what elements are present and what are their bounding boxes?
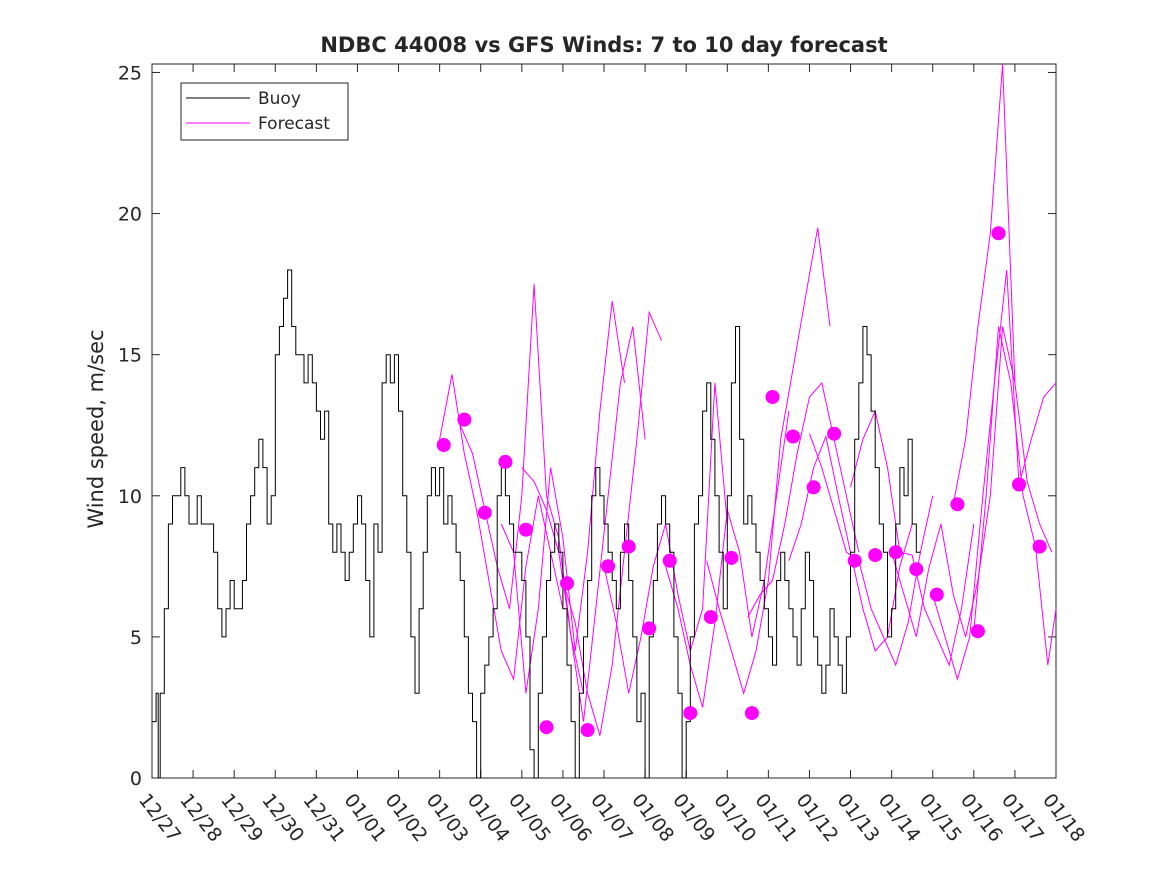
- x-tick-label: 01/11: [750, 790, 801, 847]
- y-tick-label: 0: [130, 768, 142, 790]
- forecast-series-line: [850, 409, 975, 667]
- legend-forecast-label: Forecast: [258, 114, 330, 134]
- x-tick-label: 01/02: [381, 790, 432, 847]
- y-tick-label: 5: [130, 627, 142, 649]
- forecast-marker: [477, 505, 492, 520]
- forecast-marker: [1032, 539, 1047, 554]
- x-tick-label: 12/30: [257, 790, 308, 847]
- forecast-marker: [929, 587, 944, 602]
- forecast-marker: [560, 576, 574, 591]
- x-tick-label: 01/15: [915, 790, 966, 847]
- x-tick-label: 12/29: [216, 790, 267, 847]
- forecast-marker: [786, 429, 800, 444]
- forecast-marker: [765, 390, 780, 404]
- legend-box: [180, 82, 349, 141]
- forecast-marker: [909, 562, 924, 577]
- forecast-series-line: [521, 326, 646, 722]
- x-tick-label: 01/18: [1038, 790, 1089, 847]
- y-tick-label: 15: [118, 345, 142, 367]
- legend-buoy-label: Buoy: [258, 89, 301, 109]
- forecast-series-line: [459, 284, 584, 694]
- y-axis-label: Wind speed, m/sec: [84, 329, 108, 528]
- forecast-marker: [642, 621, 657, 636]
- forecast-series-line: [973, 326, 1057, 666]
- plot-area: 0 5 10 15 20 25 12/2712/2812/2912/3012/3101/01…: [118, 62, 1089, 846]
- forecast-marker: [457, 412, 472, 427]
- legend: Buoy Forecast: [180, 82, 349, 141]
- forecast-marker: [724, 550, 739, 565]
- x-tick-label: 01/12: [792, 790, 843, 847]
- x-tick-label: 01/04: [463, 790, 514, 847]
- forecast-series-line: [932, 269, 1057, 681]
- forecast-marker: [601, 559, 616, 574]
- forecast-marker: [888, 545, 903, 560]
- forecast-marker: [827, 426, 842, 441]
- forecast-marker: [662, 553, 677, 568]
- forecast-marker: [683, 706, 698, 721]
- x-tick-label: 12/28: [175, 790, 226, 847]
- x-tick-label: 01/08: [627, 790, 678, 847]
- forecast-marker: [847, 553, 862, 568]
- x-tick-label: 12/27: [134, 790, 185, 847]
- forecast-series-line: [439, 374, 564, 682]
- forecast-series-line: [891, 326, 1016, 638]
- forecast-series-line: [500, 301, 625, 694]
- forecast-marker: [1012, 477, 1026, 492]
- forecast-marker: [518, 522, 533, 537]
- forecast-marker: [806, 480, 821, 495]
- chart-title: NDBC 44008 vs GFS Winds: 7 to 10 day for…: [320, 33, 887, 57]
- x-tick-label: 01/14: [874, 790, 925, 847]
- x-tick-label: 01/03: [422, 790, 473, 847]
- x-tick-label: 01/16: [956, 790, 1007, 847]
- x-tick-label: 01/10: [709, 790, 760, 847]
- x-tick-label: 01/13: [833, 790, 884, 847]
- forecast-series-line: [706, 227, 831, 696]
- forecast-series-line: [747, 381, 860, 618]
- forecast-marker: [580, 723, 595, 737]
- x-tick-label: 01/07: [586, 790, 637, 847]
- axes-box: [151, 63, 1057, 779]
- forecast-marker: [868, 548, 883, 563]
- forecast-marker: [970, 624, 985, 639]
- x-tick-label: 01/09: [668, 790, 719, 847]
- forecast-marker: [539, 720, 554, 735]
- forecast-marker: [498, 454, 513, 469]
- forecast-marker: [991, 226, 1006, 241]
- forecast-series-line: [562, 310, 662, 736]
- forecast-series-line: [809, 433, 934, 667]
- forecast-marker: [703, 610, 718, 625]
- x-tick-label: 01/17: [997, 790, 1048, 847]
- forecast-marker: [621, 539, 636, 554]
- x-tick-label: 01/05: [504, 790, 555, 847]
- forecast-series-line: [952, 63, 1053, 553]
- y-tick-label: 10: [118, 486, 142, 508]
- x-tick-label: 01/06: [545, 790, 596, 847]
- buoy-series-line: [152, 269, 921, 779]
- y-tick-label: 20: [118, 204, 142, 226]
- forecast-marker: [744, 706, 759, 721]
- x-tick-label: 12/31: [298, 790, 349, 847]
- forecast-marker: [950, 497, 965, 512]
- forecast-series-line: [603, 382, 728, 694]
- x-tick-label: 01/01: [340, 790, 391, 847]
- forecast-marker: [436, 438, 451, 452]
- y-tick-label: 25: [118, 62, 142, 84]
